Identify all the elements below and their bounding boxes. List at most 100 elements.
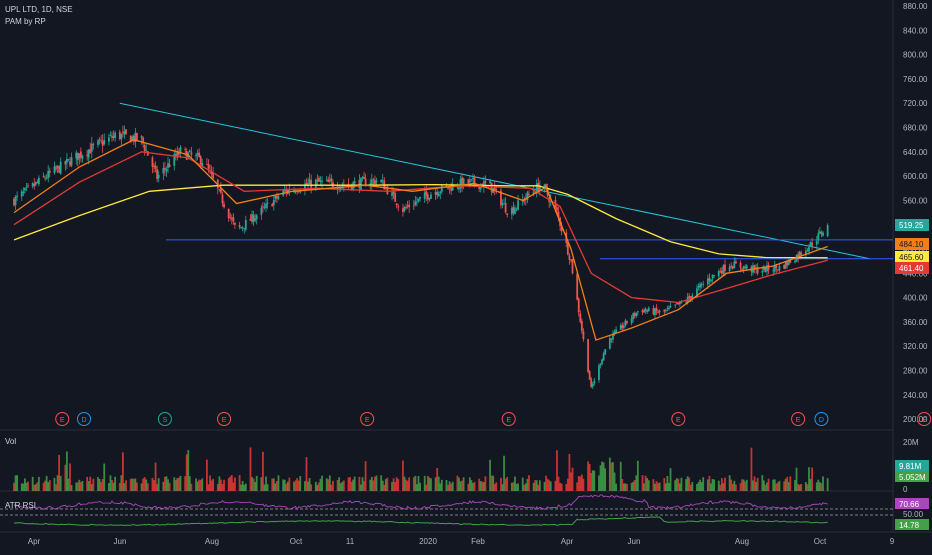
candle-body: [685, 301, 687, 303]
price-tick-label: 280.00: [903, 366, 928, 375]
volume-bar: [663, 477, 666, 491]
volume-bar: [277, 475, 280, 491]
candle-body: [168, 164, 171, 167]
volume-bar: [451, 481, 454, 491]
volume-bar: [430, 478, 432, 491]
candle-body: [198, 152, 201, 157]
candle-body: [244, 220, 247, 230]
volume-bar: [14, 475, 17, 491]
volume-bar: [120, 475, 123, 491]
volume-bar: [118, 483, 121, 491]
candle-body: [451, 184, 454, 191]
volume-bar: [353, 476, 356, 491]
volume-bar: [686, 476, 689, 491]
volume-bar: [89, 476, 92, 491]
candle-body: [98, 139, 101, 141]
volume-bar: [811, 467, 814, 491]
volume-bar: [570, 472, 572, 491]
volume-pane-label[interactable]: Vol: [5, 437, 17, 446]
volume-bar: [109, 475, 112, 491]
candle-body: [305, 182, 308, 186]
candle-body: [822, 232, 824, 236]
candle-body: [643, 310, 645, 313]
candle-body: [621, 325, 624, 329]
volume-bar: [655, 481, 658, 491]
volume-bar: [416, 484, 418, 491]
candle-body: [232, 217, 235, 222]
volume-tick-label: 0: [903, 485, 908, 494]
candle-body: [184, 148, 187, 150]
volume-bar: [131, 478, 134, 491]
volume-bar: [142, 478, 145, 491]
candle-body: [598, 365, 600, 381]
volume-bar: [633, 479, 636, 491]
candle-body: [680, 302, 683, 303]
rsi-label-badge: [895, 519, 929, 530]
candle-body: [262, 206, 264, 208]
rsi-pane-label[interactable]: ATR RSI: [5, 501, 36, 510]
candle-body: [101, 141, 104, 146]
indicator-legend[interactable]: PAM by RP: [5, 17, 46, 26]
candle-body: [706, 278, 709, 285]
candle-body: [254, 218, 257, 221]
candle-body: [22, 191, 25, 194]
candle-body: [669, 306, 672, 308]
volume-bar: [728, 475, 731, 491]
candle-body: [538, 185, 541, 192]
candle-body: [615, 329, 617, 333]
candle-body: [361, 177, 364, 179]
candle-body: [461, 177, 463, 188]
volume-bar: [506, 476, 509, 491]
candle-body: [111, 136, 113, 138]
candle-body: [195, 155, 197, 157]
volume-bar: [136, 482, 138, 491]
candle-body: [227, 208, 230, 219]
volume-bar: [731, 483, 734, 491]
volume-bar: [201, 478, 204, 491]
candle-body: [700, 283, 703, 285]
volume-bar: [708, 475, 711, 491]
volume-bar: [220, 479, 222, 491]
price-tick-label: 600.00: [903, 172, 928, 181]
event-marker-letter: E: [222, 417, 227, 424]
time-tick-label: Aug: [205, 537, 219, 546]
event-marker: [55, 412, 70, 426]
candle-body: [624, 320, 627, 326]
volume-bar: [179, 475, 182, 491]
candle-body: [599, 364, 602, 366]
volume-bar: [78, 479, 81, 491]
candle-body: [252, 215, 255, 222]
symbol-legend[interactable]: UPL LTD, 1D, NSE: [5, 5, 73, 14]
candle-body: [328, 179, 331, 182]
volume-bar: [512, 482, 515, 491]
candle-body: [109, 135, 112, 136]
price-label-badge: [895, 262, 929, 274]
candle-body: [146, 151, 149, 156]
volume-bar: [621, 478, 624, 491]
candle-body: [789, 259, 792, 263]
volume-bar: [406, 480, 409, 491]
volume-bar: [784, 478, 787, 491]
volume-bar: [717, 480, 720, 491]
candle-body: [663, 309, 666, 312]
candle-body: [773, 265, 776, 272]
volume-bar: [685, 479, 687, 491]
candle-body: [764, 266, 767, 273]
volume-bar: [185, 454, 188, 491]
volume-bar: [517, 483, 519, 491]
volume-bar: [209, 475, 211, 491]
candle-body: [45, 177, 48, 179]
candle-body: [696, 288, 698, 297]
candle-body: [358, 180, 361, 189]
candle-body: [731, 266, 734, 269]
candle-body: [276, 196, 278, 199]
volume-bar: [720, 478, 723, 491]
candle-body: [75, 152, 78, 159]
volume-bar: [271, 478, 274, 491]
volume-bar: [308, 478, 311, 491]
candle-body: [786, 262, 789, 265]
volume-bar: [778, 480, 781, 491]
candle-body: [804, 250, 807, 256]
